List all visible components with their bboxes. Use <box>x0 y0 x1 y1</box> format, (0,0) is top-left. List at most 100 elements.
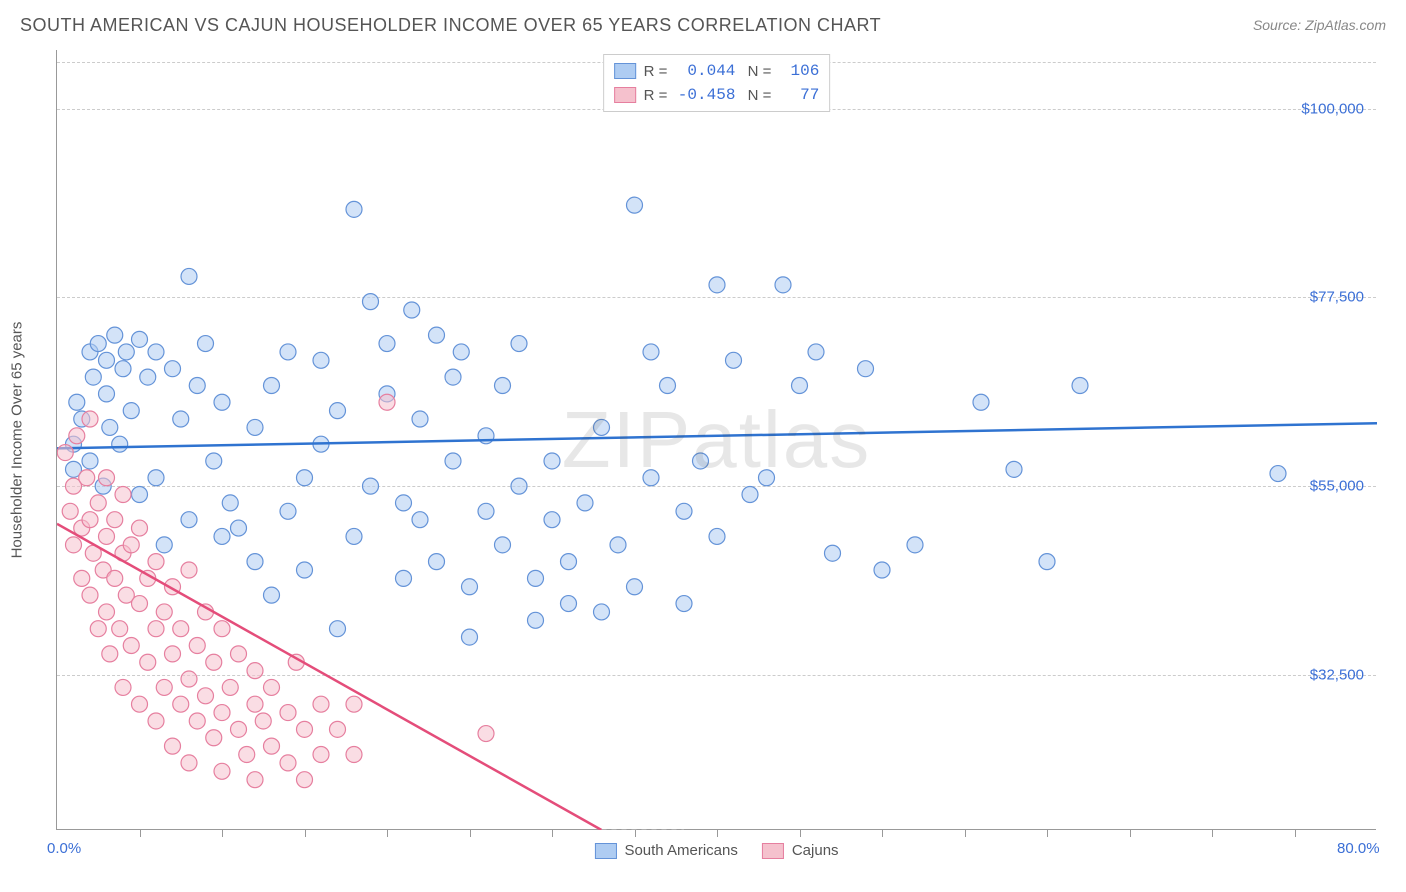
data-point <box>90 621 106 637</box>
data-point <box>181 671 197 687</box>
data-point <box>742 487 758 503</box>
data-point <box>874 562 890 578</box>
data-point <box>404 302 420 318</box>
data-point <box>206 730 222 746</box>
data-point <box>429 327 445 343</box>
data-point <box>132 596 148 612</box>
data-point <box>206 453 222 469</box>
data-point <box>313 696 329 712</box>
data-point <box>214 394 230 410</box>
data-point <box>462 579 478 595</box>
data-point <box>511 478 527 494</box>
data-point <box>181 755 197 771</box>
data-point <box>453 344 469 360</box>
x-tick <box>635 829 636 837</box>
data-point <box>478 726 494 742</box>
data-point <box>825 545 841 561</box>
data-point <box>118 344 134 360</box>
data-point <box>90 336 106 352</box>
data-point <box>82 512 98 528</box>
data-point <box>858 361 874 377</box>
data-point <box>66 537 82 553</box>
data-point <box>462 629 478 645</box>
data-point <box>577 495 593 511</box>
data-point <box>255 713 271 729</box>
x-tick <box>140 829 141 837</box>
legend-n-value: 106 <box>779 62 819 80</box>
data-point <box>775 277 791 293</box>
data-point <box>102 419 118 435</box>
data-point <box>792 377 808 393</box>
data-point <box>231 646 247 662</box>
data-point <box>247 772 263 788</box>
plot-area: Householder Income Over 65 years ZIPatla… <box>56 50 1376 830</box>
series-legend-item: Cajuns <box>762 842 839 859</box>
data-point <box>247 696 263 712</box>
correlation-legend: R = 0.044 N = 106 R = -0.458 N = 77 <box>603 54 831 112</box>
data-point <box>528 570 544 586</box>
x-tick <box>1212 829 1213 837</box>
legend-swatch-icon <box>614 63 636 79</box>
data-point <box>363 478 379 494</box>
data-point <box>445 453 461 469</box>
data-point <box>214 705 230 721</box>
data-point <box>90 495 106 511</box>
data-point <box>346 528 362 544</box>
data-point <box>231 721 247 737</box>
data-point <box>148 621 164 637</box>
data-point <box>280 503 296 519</box>
data-point <box>297 562 313 578</box>
data-point <box>330 621 346 637</box>
data-point <box>140 369 156 385</box>
x-tick <box>1130 829 1131 837</box>
data-point <box>239 747 255 763</box>
data-point <box>198 688 214 704</box>
data-point <box>140 654 156 670</box>
data-point <box>156 604 172 620</box>
data-point <box>1270 466 1286 482</box>
data-point <box>99 604 115 620</box>
chart-title: SOUTH AMERICAN VS CAJUN HOUSEHOLDER INCO… <box>20 15 881 36</box>
data-point <box>132 520 148 536</box>
data-point <box>363 294 379 310</box>
series-legend-label: Cajuns <box>792 842 839 859</box>
data-point <box>907 537 923 553</box>
data-point <box>57 445 73 461</box>
data-point <box>346 747 362 763</box>
data-point <box>1039 554 1055 570</box>
data-point <box>1006 461 1022 477</box>
data-point <box>165 646 181 662</box>
x-tick <box>1047 829 1048 837</box>
x-tick <box>305 829 306 837</box>
y-axis-title: Householder Income Over 65 years <box>9 321 26 558</box>
data-point <box>107 570 123 586</box>
data-point <box>247 419 263 435</box>
data-point <box>123 403 139 419</box>
legend-r-value: -0.458 <box>675 86 735 104</box>
data-point <box>627 579 643 595</box>
data-point <box>594 604 610 620</box>
data-point <box>709 528 725 544</box>
data-point <box>445 369 461 385</box>
data-point <box>346 696 362 712</box>
data-point <box>264 377 280 393</box>
data-point <box>676 596 692 612</box>
data-point <box>231 520 247 536</box>
data-point <box>132 487 148 503</box>
data-point <box>214 763 230 779</box>
data-point <box>264 587 280 603</box>
data-point <box>115 487 131 503</box>
x-tick <box>552 829 553 837</box>
x-tick <box>1295 829 1296 837</box>
legend-n-value: 77 <box>779 86 819 104</box>
data-point <box>181 512 197 528</box>
data-point <box>643 470 659 486</box>
legend-swatch-icon <box>594 843 616 859</box>
title-bar: SOUTH AMERICAN VS CAJUN HOUSEHOLDER INCO… <box>0 0 1406 40</box>
x-tick <box>222 829 223 837</box>
data-point <box>82 453 98 469</box>
legend-n-label: N = <box>743 87 771 104</box>
data-point <box>173 621 189 637</box>
correlation-legend-row: R = 0.044 N = 106 <box>614 59 820 83</box>
data-point <box>561 596 577 612</box>
